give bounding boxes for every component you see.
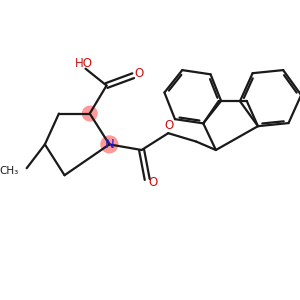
Text: HO: HO: [75, 57, 93, 70]
Text: O: O: [164, 119, 174, 132]
Text: CH₃: CH₃: [0, 166, 18, 176]
Circle shape: [82, 106, 97, 121]
Circle shape: [101, 136, 118, 153]
Text: O: O: [149, 176, 158, 189]
Text: O: O: [135, 67, 144, 80]
Text: N: N: [104, 138, 114, 151]
